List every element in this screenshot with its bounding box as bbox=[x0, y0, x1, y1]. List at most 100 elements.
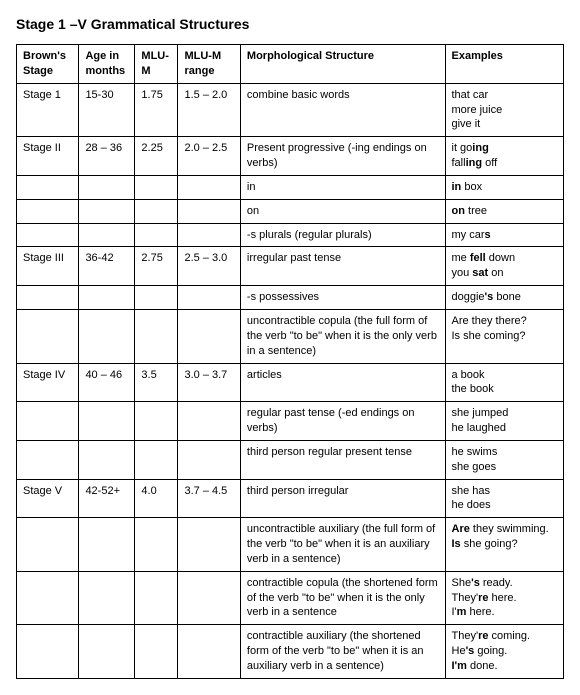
cell-c3 bbox=[135, 440, 178, 479]
cell-c4 bbox=[178, 571, 240, 625]
table-row: uncontractible auxiliary (the full form … bbox=[17, 518, 564, 572]
cell-examples: She's ready.They're here.I'm here. bbox=[445, 571, 564, 625]
cell-c4 bbox=[178, 402, 240, 441]
cell-examples: in box bbox=[445, 175, 564, 199]
cell-c3 bbox=[135, 175, 178, 199]
cell-c1 bbox=[17, 402, 79, 441]
cell-c5: regular past tense (-ed endings on verbs… bbox=[240, 402, 445, 441]
cell-c3 bbox=[135, 286, 178, 310]
cell-c3: 1.75 bbox=[135, 83, 178, 137]
cell-c1: Stage II bbox=[17, 137, 79, 176]
cell-c3 bbox=[135, 625, 178, 679]
table-row: -s plurals (regular plurals)my cars bbox=[17, 223, 564, 247]
cell-c2 bbox=[79, 625, 135, 679]
cell-c5: combine basic words bbox=[240, 83, 445, 137]
cell-c5: contractible copula (the shortened form … bbox=[240, 571, 445, 625]
cell-c1 bbox=[17, 518, 79, 572]
cell-c2 bbox=[79, 223, 135, 247]
cell-c5: uncontractible auxiliary (the full form … bbox=[240, 518, 445, 572]
table-row: third person regular present tensehe swi… bbox=[17, 440, 564, 479]
col-age: Age in months bbox=[79, 45, 135, 84]
cell-examples: she jumpedhe laughed bbox=[445, 402, 564, 441]
cell-c2: 28 – 36 bbox=[79, 137, 135, 176]
cell-c4 bbox=[178, 223, 240, 247]
cell-c2 bbox=[79, 518, 135, 572]
cell-c5: Present progressive (-ing endings on ver… bbox=[240, 137, 445, 176]
cell-c2 bbox=[79, 402, 135, 441]
table-row: Stage IV40 – 463.53.0 – 3.7articlesa boo… bbox=[17, 363, 564, 402]
cell-c5: on bbox=[240, 199, 445, 223]
cell-examples: They're coming.He's going.I'm done. bbox=[445, 625, 564, 679]
cell-c3 bbox=[135, 571, 178, 625]
col-morph-structure: Morphological Structure bbox=[240, 45, 445, 84]
cell-c2 bbox=[79, 440, 135, 479]
cell-c4: 3.0 – 3.7 bbox=[178, 363, 240, 402]
table-row: Stage 115-301.751.5 – 2.0combine basic w… bbox=[17, 83, 564, 137]
cell-c2: 40 – 46 bbox=[79, 363, 135, 402]
cell-c5: uncontractible copula (the full form of … bbox=[240, 309, 445, 363]
cell-c2 bbox=[79, 199, 135, 223]
cell-examples: a bookthe book bbox=[445, 363, 564, 402]
cell-c5: articles bbox=[240, 363, 445, 402]
cell-c1 bbox=[17, 223, 79, 247]
cell-c5: -s possessives bbox=[240, 286, 445, 310]
cell-examples: on tree bbox=[445, 199, 564, 223]
cell-c1 bbox=[17, 625, 79, 679]
cell-c2: 42-52+ bbox=[79, 479, 135, 518]
cell-c3: 2.75 bbox=[135, 247, 178, 286]
cell-c1 bbox=[17, 440, 79, 479]
cell-c1: Stage 1 bbox=[17, 83, 79, 137]
cell-c4 bbox=[178, 309, 240, 363]
cell-c4 bbox=[178, 518, 240, 572]
page-title: Stage 1 –V Grammatical Structures bbox=[16, 16, 564, 32]
cell-c2 bbox=[79, 309, 135, 363]
cell-c2: 15-30 bbox=[79, 83, 135, 137]
cell-c2 bbox=[79, 286, 135, 310]
cell-c4: 2.5 – 3.0 bbox=[178, 247, 240, 286]
cell-c4 bbox=[178, 440, 240, 479]
table-row: uncontractible copula (the full form of … bbox=[17, 309, 564, 363]
cell-c2 bbox=[79, 175, 135, 199]
cell-c1 bbox=[17, 199, 79, 223]
col-browns-stage: Brown's Stage bbox=[17, 45, 79, 84]
table-row: Stage III36-422.752.5 – 3.0irregular pas… bbox=[17, 247, 564, 286]
cell-c1: Stage IV bbox=[17, 363, 79, 402]
cell-c1 bbox=[17, 175, 79, 199]
col-mlu-m: MLU-M bbox=[135, 45, 178, 84]
cell-c2: 36-42 bbox=[79, 247, 135, 286]
table-body: Stage 115-301.751.5 – 2.0combine basic w… bbox=[17, 83, 564, 678]
cell-c3 bbox=[135, 309, 178, 363]
grammar-table: Brown's Stage Age in months MLU-M MLU-M … bbox=[16, 44, 564, 679]
cell-c1 bbox=[17, 286, 79, 310]
cell-c1 bbox=[17, 571, 79, 625]
table-row: Stage V42-52+4.03.7 – 4.5third person ir… bbox=[17, 479, 564, 518]
cell-c3 bbox=[135, 518, 178, 572]
cell-c3 bbox=[135, 223, 178, 247]
cell-c4: 1.5 – 2.0 bbox=[178, 83, 240, 137]
col-mlu-m-range: MLU-M range bbox=[178, 45, 240, 84]
cell-c5: -s plurals (regular plurals) bbox=[240, 223, 445, 247]
cell-c4 bbox=[178, 199, 240, 223]
table-row: inin box bbox=[17, 175, 564, 199]
cell-examples: doggie's bone bbox=[445, 286, 564, 310]
cell-examples: my cars bbox=[445, 223, 564, 247]
table-row: -s possessivesdoggie's bone bbox=[17, 286, 564, 310]
cell-c1: Stage V bbox=[17, 479, 79, 518]
table-row: Stage II28 – 362.252.0 – 2.5Present prog… bbox=[17, 137, 564, 176]
cell-examples: that carmore juicegive it bbox=[445, 83, 564, 137]
col-examples: Examples bbox=[445, 45, 564, 84]
table-row: contractible auxiliary (the shortened fo… bbox=[17, 625, 564, 679]
cell-c3: 3.5 bbox=[135, 363, 178, 402]
cell-c3 bbox=[135, 402, 178, 441]
cell-c5: irregular past tense bbox=[240, 247, 445, 286]
table-header-row: Brown's Stage Age in months MLU-M MLU-M … bbox=[17, 45, 564, 84]
cell-examples: Are they swimming.Is she going? bbox=[445, 518, 564, 572]
cell-c3: 4.0 bbox=[135, 479, 178, 518]
cell-c1: Stage III bbox=[17, 247, 79, 286]
cell-examples: me fell downyou sat on bbox=[445, 247, 564, 286]
cell-c4 bbox=[178, 625, 240, 679]
cell-c4: 2.0 – 2.5 bbox=[178, 137, 240, 176]
cell-c4: 3.7 – 4.5 bbox=[178, 479, 240, 518]
cell-examples: Are they there?Is she coming? bbox=[445, 309, 564, 363]
cell-c3 bbox=[135, 199, 178, 223]
